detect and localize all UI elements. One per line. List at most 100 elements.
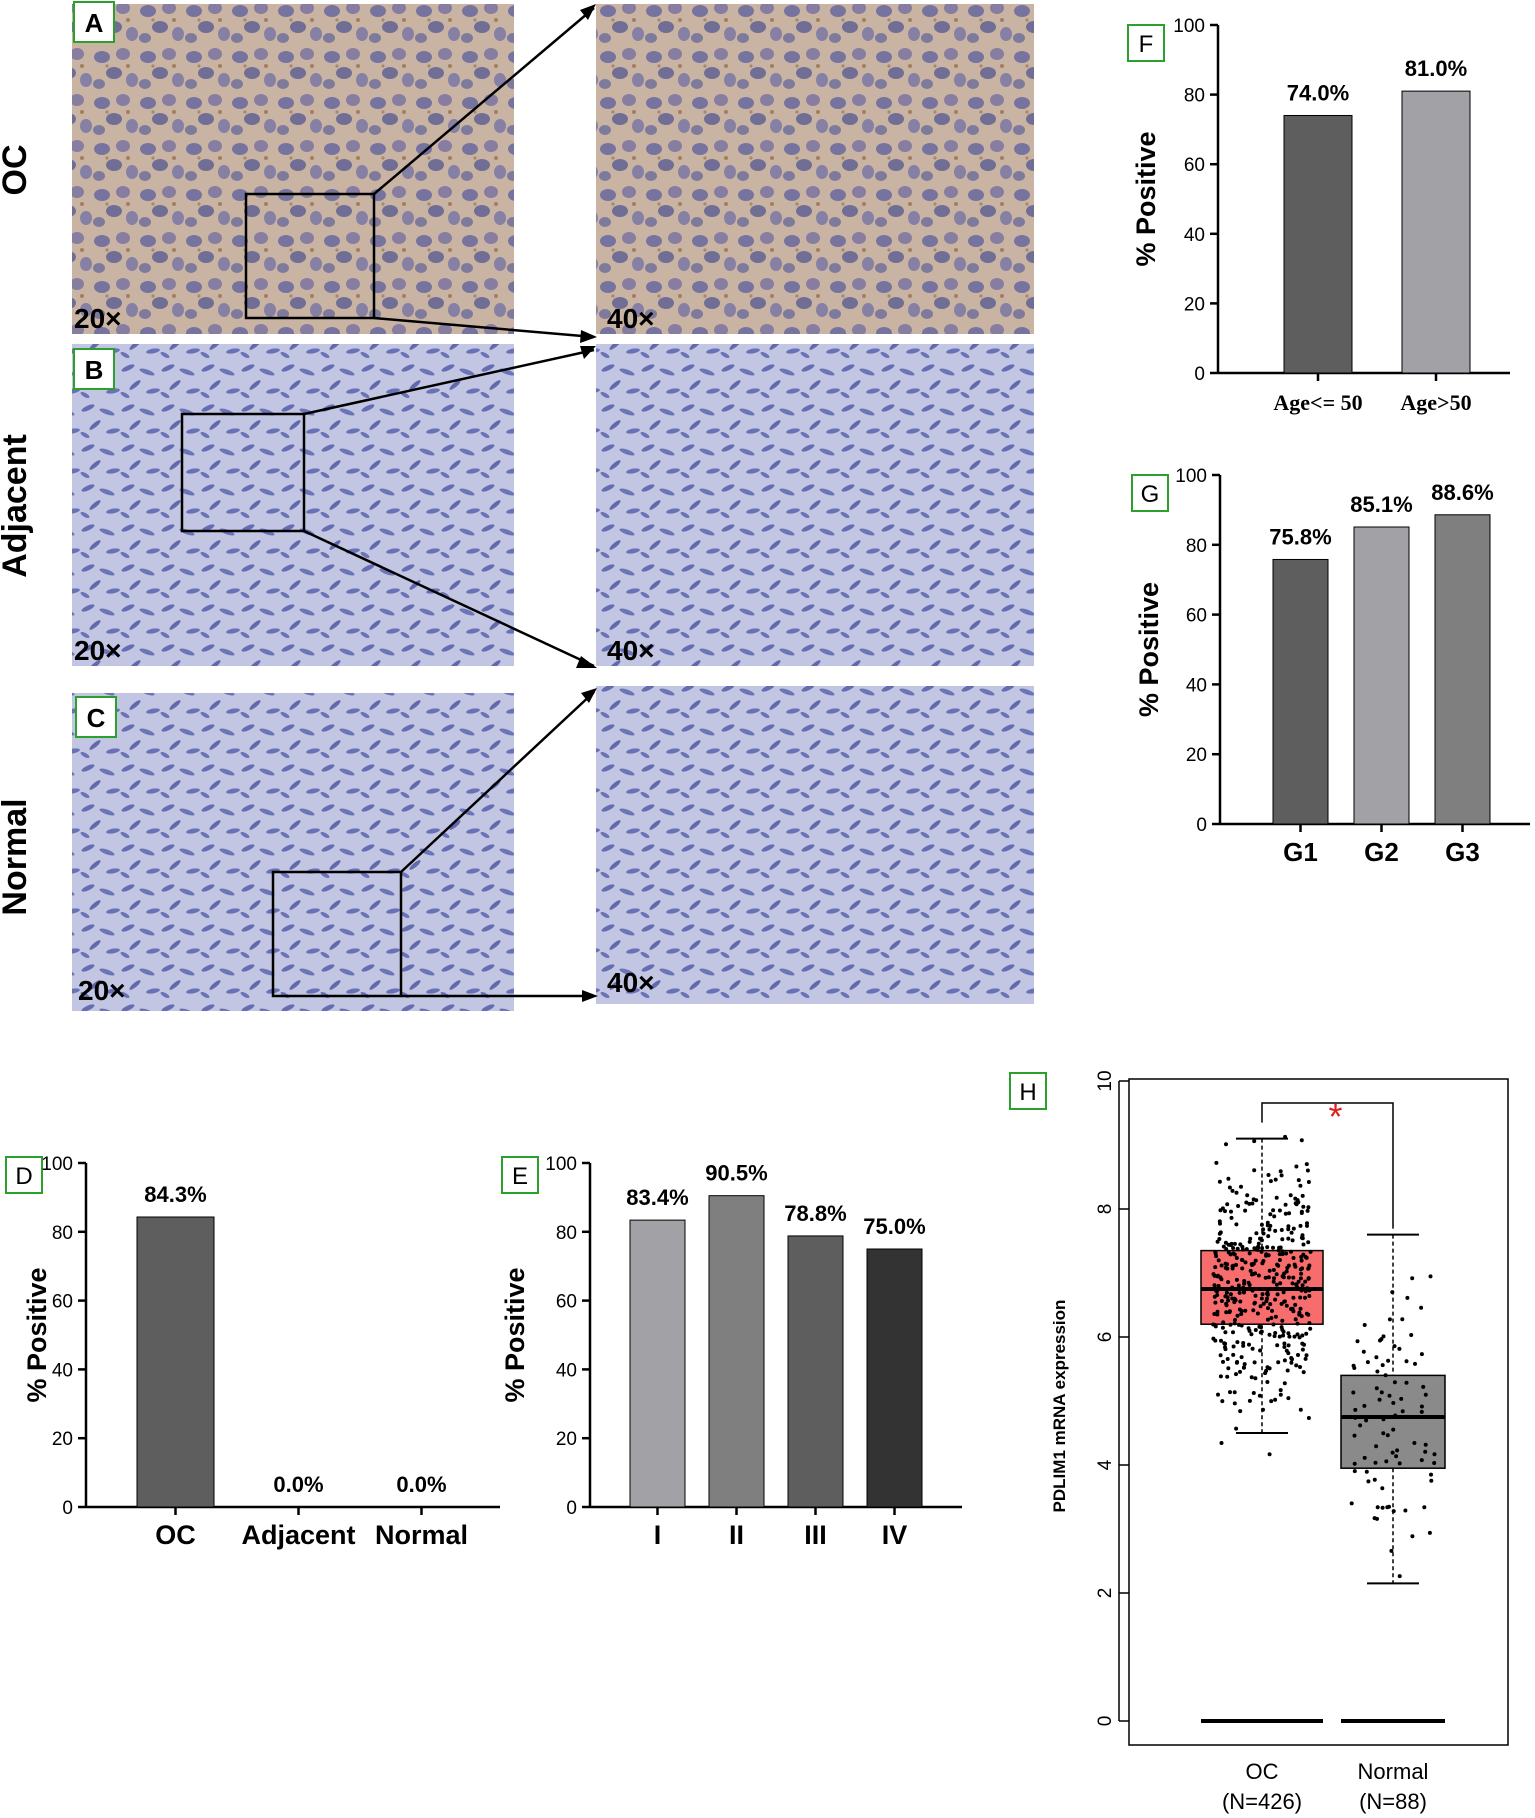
- data-point: [1273, 1331, 1278, 1335]
- data-point: [1381, 1334, 1386, 1339]
- data-point: [1298, 1223, 1303, 1228]
- data-point: [1299, 1255, 1304, 1259]
- data-point: [1299, 1211, 1304, 1215]
- zoom-arrow-a-bottom: [373, 316, 595, 339]
- x-tick-label: II: [729, 1520, 744, 1550]
- y-tick-label: 100: [1173, 16, 1205, 37]
- data-point: [1257, 1324, 1262, 1329]
- data-point: [1391, 1509, 1396, 1514]
- panel-label-a: A: [85, 8, 104, 38]
- data-point: [1284, 1269, 1289, 1274]
- data-point: [1287, 1211, 1292, 1216]
- data-point: [1223, 1330, 1228, 1335]
- data-point: [1307, 1321, 1312, 1326]
- zoom-box-c: [271, 870, 403, 998]
- data-point: [1307, 1294, 1312, 1298]
- data-point: [1293, 1201, 1298, 1206]
- micrograph-a-40x: [596, 4, 1034, 334]
- data-point: [1217, 1231, 1222, 1236]
- data-point: [1268, 1179, 1273, 1184]
- data-point: [1239, 1355, 1244, 1360]
- data-point: [1282, 1341, 1287, 1346]
- data-point: [1238, 1409, 1243, 1414]
- x-tick-label: G3: [1445, 837, 1480, 867]
- data-point: [1291, 1256, 1296, 1260]
- data-point: [1280, 1237, 1285, 1242]
- data-point: [1247, 1251, 1252, 1256]
- data-point: [1221, 1244, 1226, 1249]
- data-point: [1267, 1268, 1272, 1273]
- data-point: [1274, 1195, 1279, 1200]
- data-point: [1409, 1333, 1414, 1337]
- data-point: [1280, 1327, 1285, 1332]
- data-point: [1390, 1290, 1395, 1295]
- data-point: [1275, 1292, 1280, 1297]
- data-point: [1250, 1346, 1255, 1351]
- arrowhead-c-bottom: [582, 990, 598, 1002]
- data-point: [1298, 1306, 1303, 1311]
- data-point: [1300, 1347, 1305, 1352]
- data-point: [1285, 1265, 1290, 1270]
- data-point: [1296, 1353, 1300, 1357]
- data-point: [1273, 1177, 1278, 1182]
- data-point: [1304, 1353, 1309, 1358]
- data-point: [1379, 1390, 1384, 1395]
- data-point: [1261, 1231, 1266, 1236]
- data-point: [1224, 1142, 1228, 1147]
- data-point: [1419, 1305, 1424, 1310]
- data-point: [1240, 1247, 1245, 1252]
- data-point: [1228, 1322, 1233, 1327]
- data-point: [1400, 1317, 1405, 1322]
- data-point: [1212, 1294, 1217, 1299]
- data-point: [1234, 1190, 1239, 1195]
- data-point: [1308, 1249, 1313, 1254]
- data-label: 0.0%: [273, 1472, 323, 1497]
- y-axis-label: % Positive: [22, 1267, 52, 1402]
- data-point: [1292, 1334, 1297, 1339]
- data-point: [1211, 1336, 1216, 1341]
- data-point: [1428, 1274, 1433, 1279]
- data-point: [1282, 1381, 1287, 1386]
- y-tick-label: 80: [1186, 536, 1207, 557]
- data-point: [1225, 1266, 1230, 1271]
- data-point: [1249, 1375, 1254, 1380]
- data-point: [1240, 1266, 1245, 1271]
- data-point: [1397, 1346, 1402, 1351]
- data-point: [1266, 1275, 1271, 1280]
- data-point: [1265, 1223, 1270, 1228]
- data-point: [1283, 1202, 1288, 1207]
- y-tick-label: 100: [41, 1154, 73, 1175]
- data-point: [1225, 1295, 1230, 1300]
- data-point: [1231, 1330, 1235, 1335]
- data-point: [1265, 1296, 1269, 1301]
- data-point: [1288, 1193, 1293, 1198]
- y-tick-label: 0: [566, 1498, 577, 1519]
- mag-label-a-40x: 40×: [607, 303, 655, 334]
- data-point: [1277, 1334, 1282, 1339]
- data-point: [1271, 1245, 1275, 1250]
- data-point: [1230, 1264, 1235, 1269]
- data-label: 88.6%: [1431, 480, 1493, 505]
- data-point: [1421, 1384, 1426, 1389]
- data-point: [1386, 1358, 1391, 1363]
- significance-asterisk: *: [1328, 1096, 1342, 1137]
- data-point: [1362, 1403, 1367, 1408]
- mag-label-b-40x: 40×: [607, 635, 655, 666]
- panel-label-d: D: [15, 1163, 32, 1190]
- data-point: [1305, 1208, 1310, 1213]
- x-tick-label: OC: [155, 1520, 196, 1550]
- data-point: [1281, 1333, 1286, 1338]
- data-point: [1251, 1391, 1256, 1395]
- data-point: [1278, 1388, 1283, 1393]
- data-point: [1247, 1342, 1251, 1347]
- y-tick-label: 40: [556, 1360, 577, 1381]
- y-tick-label: 60: [1184, 155, 1205, 176]
- data-point: [1235, 1246, 1240, 1251]
- data-point: [1227, 1310, 1232, 1315]
- data-point: [1239, 1323, 1244, 1328]
- data-point: [1234, 1256, 1239, 1260]
- data-point: [1238, 1299, 1243, 1304]
- chart-h: H 0 2 4 6 8 10 PDLIM1 mRNA expression OC (N=426) N…: [1009, 1070, 1509, 1814]
- data-point: [1380, 1363, 1385, 1368]
- mag-label-c-20x: 20×: [78, 975, 126, 1006]
